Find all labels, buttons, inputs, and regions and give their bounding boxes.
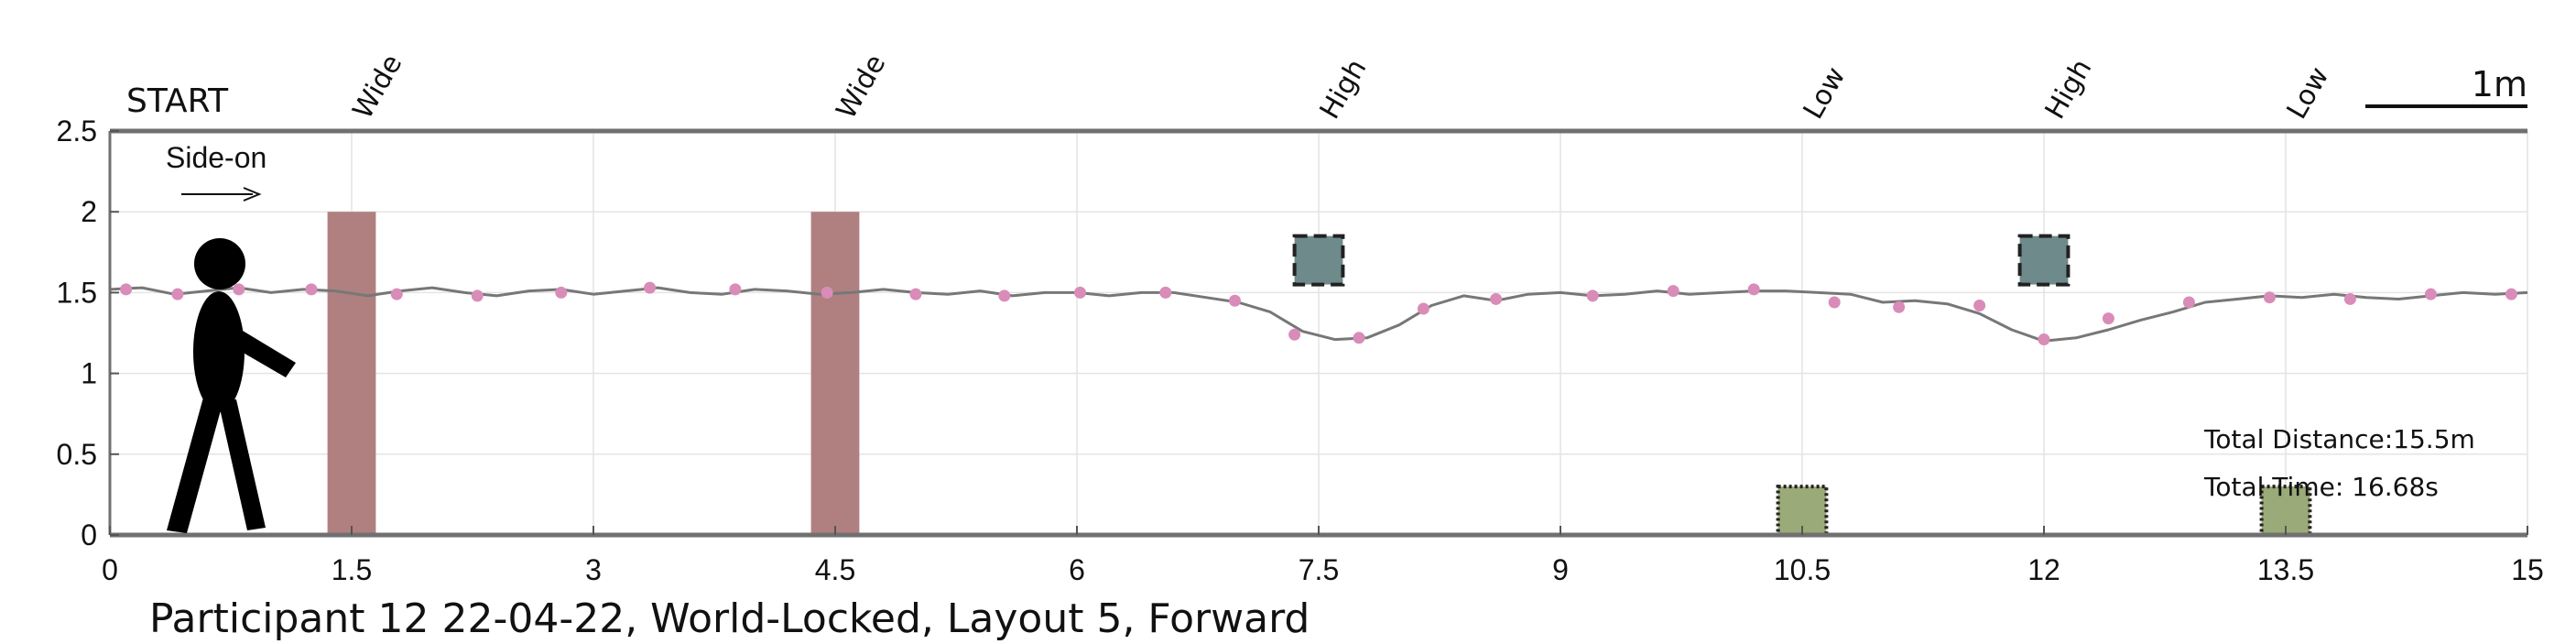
trajectory-point <box>233 283 245 296</box>
start-label: START <box>126 82 229 120</box>
walker-figure-icon <box>167 238 296 533</box>
walker-head <box>194 238 245 289</box>
obstacle-wall <box>327 212 376 535</box>
trajectory-point <box>1828 296 1841 309</box>
x-tick-label: 10.5 <box>1774 553 1831 586</box>
scale-bar-label: 1m <box>2472 64 2527 104</box>
trajectory-point <box>471 289 484 302</box>
obstacle-high-block <box>1292 234 1345 287</box>
trajectory-point <box>1490 292 1503 305</box>
trajectory-point <box>2182 296 2195 309</box>
obstacle-label: Low <box>2281 61 2336 125</box>
obstacle-high-block <box>2017 234 2071 287</box>
trajectory-point <box>1417 302 1429 315</box>
trajectory-series <box>109 281 2528 346</box>
trajectory-point <box>1228 294 1241 307</box>
trajectory-point <box>1893 300 1906 313</box>
trajectory-point <box>555 286 568 299</box>
x-tick-label: 15 <box>2511 553 2544 586</box>
direction-arrow-head <box>243 187 262 202</box>
trajectory-point <box>1353 332 1365 344</box>
trajectory-point <box>909 288 922 300</box>
trajectory-point <box>2038 333 2050 346</box>
walker-body <box>193 291 245 412</box>
trajectory-point <box>1667 285 1679 298</box>
total-time: Total Time: 16.68s <box>2203 472 2439 502</box>
grid-lines <box>109 130 2528 536</box>
trajectory-point <box>171 288 184 300</box>
obstacle-label: High <box>1314 54 1374 125</box>
walker-arm <box>229 328 296 377</box>
trajectory-point <box>1288 328 1301 341</box>
trajectory-point <box>2343 292 2356 305</box>
x-tick-label: 7.5 <box>1299 553 1339 586</box>
x-tick-label: 0 <box>102 553 118 586</box>
direction-indicator: Side-on <box>166 141 266 202</box>
x-tick-label: 6 <box>1069 553 1085 586</box>
trajectory-point <box>305 283 318 296</box>
walker-leg-left <box>167 398 223 533</box>
y-tick-label: 1 <box>81 357 97 390</box>
x-tick-label: 12 <box>2027 553 2060 586</box>
trajectory-point <box>2102 312 2114 325</box>
y-tick-label: 0 <box>81 518 97 551</box>
trajectory-point <box>2424 288 2437 300</box>
trajectory-point <box>2263 291 2276 304</box>
walker-leg-right <box>218 399 266 530</box>
trajectory-point <box>390 288 403 300</box>
x-axis-ticks: 0 1.5 3 4.5 6 7.5 9 10.5 12 13.5 15 <box>102 526 2544 586</box>
direction-label: Side-on <box>166 141 266 174</box>
x-tick-label: 3 <box>585 553 602 586</box>
scale-bar: 1m <box>2365 64 2527 108</box>
trajectory-point <box>729 283 742 296</box>
y-tick-label: 1.5 <box>57 276 97 309</box>
trajectory-point <box>1747 283 1760 296</box>
trajectory-point <box>644 281 657 294</box>
chart-title: Participant 12 22-04-22, World-Locked, L… <box>149 595 1310 642</box>
trajectory-point <box>1159 286 1172 299</box>
obstacle-label: Wide <box>831 49 893 125</box>
trajectory-point <box>998 289 1011 302</box>
y-tick-label: 2 <box>81 195 97 228</box>
x-tick-label: 1.5 <box>332 553 372 586</box>
y-tick-label: 0.5 <box>57 438 97 471</box>
x-tick-label: 9 <box>1552 553 1569 586</box>
trajectory-point <box>2505 288 2517 300</box>
x-tick-label: 13.5 <box>2257 553 2314 586</box>
y-axis-ticks: 0 0.5 1 1.5 2 2.5 <box>57 115 119 551</box>
total-distance: Total Distance:15.5m <box>2203 424 2475 454</box>
obstacles <box>327 212 2312 538</box>
trajectory-point <box>1586 289 1599 302</box>
trajectory-point <box>120 283 133 296</box>
obstacle-label: Wide <box>347 49 409 125</box>
obstacle-wall <box>810 212 860 535</box>
trajectory-point <box>1973 300 1986 312</box>
x-tick-label: 4.5 <box>815 553 855 586</box>
trajectory-point <box>821 286 833 299</box>
trajectory-point <box>1074 286 1087 299</box>
trajectory-line <box>109 286 2528 343</box>
y-tick-label: 2.5 <box>57 115 97 147</box>
obstacle-label: High <box>2039 54 2099 125</box>
obstacle-label: Low <box>1798 61 1853 125</box>
